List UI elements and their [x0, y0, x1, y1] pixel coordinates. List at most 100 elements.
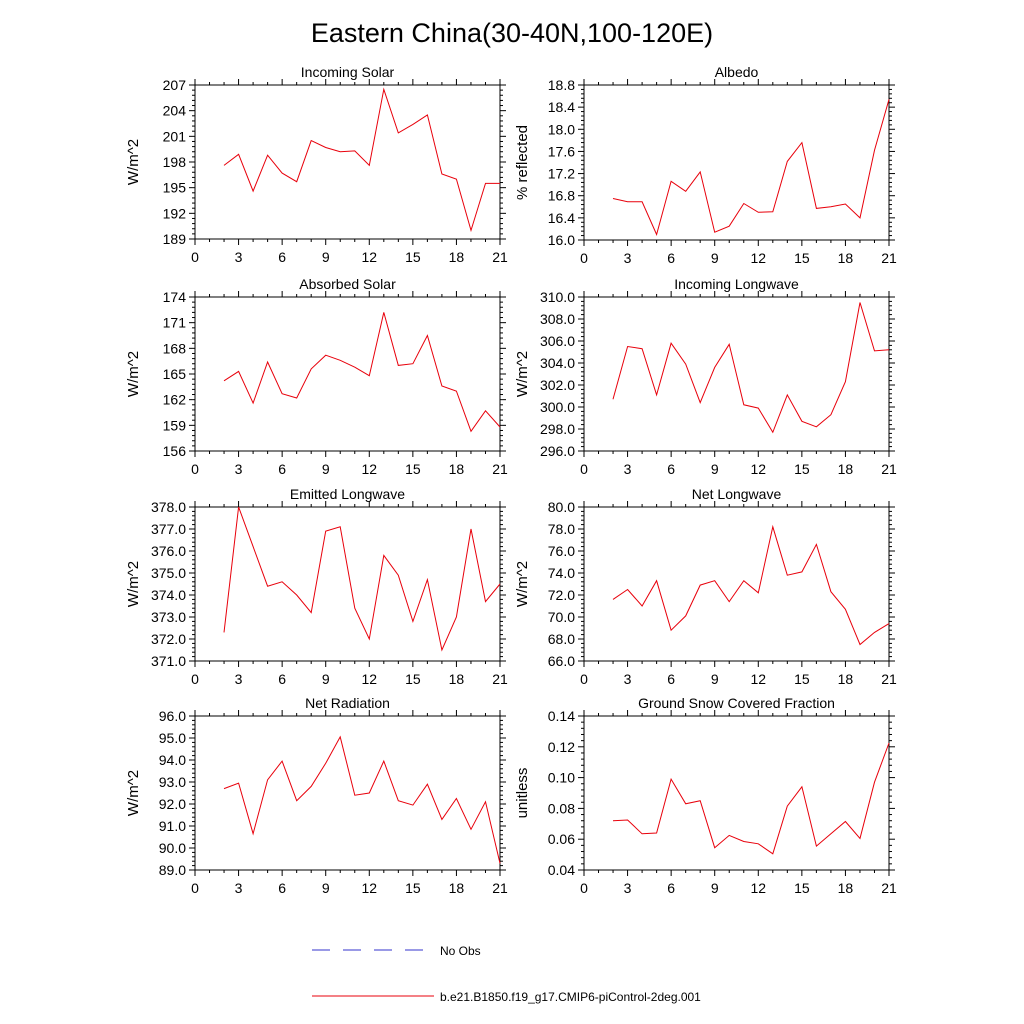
- x-tick-label: 0: [580, 671, 588, 687]
- panel-title: Albedo: [715, 64, 759, 80]
- y-tick-label: 0.12: [548, 739, 575, 755]
- y-tick-label: 95.0: [159, 730, 186, 746]
- y-tick-label: 198: [163, 154, 187, 170]
- series-line: [223, 506, 501, 652]
- x-tick-label: 12: [750, 461, 766, 477]
- y-tick-label: 174: [163, 289, 187, 305]
- y-tick-label: 0.04: [548, 862, 575, 878]
- y-tick-label: 201: [163, 128, 187, 144]
- y-tick-label: 92.0: [159, 796, 186, 812]
- y-tick-label: 96.0: [159, 708, 186, 724]
- y-tick-label: 70.0: [548, 609, 575, 625]
- y-tick-label: 89.0: [159, 862, 186, 878]
- y-tick-label: 68.0: [548, 631, 575, 647]
- y-tick-label: 296.0: [540, 443, 575, 459]
- y-tick-label: 306.0: [540, 333, 575, 349]
- x-tick-label: 6: [667, 671, 675, 687]
- x-tick-label: 18: [838, 880, 854, 896]
- panel-2: Albedo % reflected 16.0 16.4 16.8 17.2 17.6 18.…: [514, 64, 897, 266]
- x-tick-label: 12: [750, 671, 766, 687]
- legend: No Obs b.e21.B1850.f19_g17.CMIP6-piContro…: [312, 944, 701, 1004]
- x-tick-label: 3: [624, 461, 632, 477]
- y-tick-label: 78.0: [548, 521, 575, 537]
- x-tick-label: 9: [711, 461, 719, 477]
- x-tick-label: 15: [405, 249, 421, 265]
- y-tick-label: 192: [163, 205, 187, 221]
- x-tick-label: 12: [361, 249, 377, 265]
- y-tick-label: 80.0: [548, 499, 575, 515]
- y-tick-label: 17.6: [548, 143, 575, 159]
- plot-frame: [194, 84, 501, 240]
- y-tick-label: 18.0: [548, 121, 575, 137]
- y-axis-label: unitless: [514, 768, 531, 819]
- series-line: [223, 87, 500, 233]
- x-tick-label: 12: [750, 250, 766, 266]
- y-tick-label: 93.0: [159, 774, 186, 790]
- series-line: [612, 524, 890, 646]
- y-tick-label: 304.0: [540, 355, 575, 371]
- x-tick-label: 9: [322, 880, 330, 896]
- y-tick-label: 0.06: [548, 831, 575, 847]
- y-tick-label: 298.0: [540, 421, 575, 437]
- y-tick-label: 72.0: [548, 587, 575, 603]
- y-tick-label: 17.2: [548, 166, 575, 182]
- panel-title: Emitted Longwave: [290, 486, 405, 502]
- panels: Incoming SolarW/m^2189192195198201204207…: [125, 64, 897, 896]
- y-axis-label: W/m^2: [514, 351, 531, 397]
- x-tick-label: 9: [711, 671, 719, 687]
- series-line: [223, 735, 501, 864]
- x-tick-label: 18: [838, 461, 854, 477]
- y-tick-label: 16.0: [548, 232, 575, 248]
- x-tick-label: 12: [361, 880, 377, 896]
- x-tick-label: 9: [322, 671, 330, 687]
- y-tick-label: 18.4: [548, 99, 575, 115]
- y-tick-label: 156: [163, 443, 187, 459]
- y-tick-label: 377.0: [151, 521, 186, 537]
- x-tick-label: 15: [405, 461, 421, 477]
- y-tick-label: 66.0: [548, 653, 575, 669]
- x-tick-label: 6: [278, 461, 286, 477]
- x-tick-label: 0: [580, 250, 588, 266]
- x-tick-label: 15: [794, 461, 810, 477]
- plot-frame: [194, 715, 501, 871]
- y-axis-label: W/m^2: [125, 351, 142, 397]
- x-tick-label: 21: [492, 880, 508, 896]
- y-tick-label: 91.0: [159, 818, 186, 834]
- x-tick-label: 0: [191, 461, 199, 477]
- x-tick-label: 15: [405, 880, 421, 896]
- x-tick-label: 21: [492, 249, 508, 265]
- panel-3: Absorbed SolarW/m^2156159162165168171174…: [125, 276, 508, 477]
- plot-frame: [583, 296, 890, 452]
- x-tick-label: 9: [322, 461, 330, 477]
- y-tick-label: 300.0: [540, 399, 575, 415]
- x-tick-label: 15: [794, 250, 810, 266]
- x-tick-label: 0: [191, 880, 199, 896]
- y-tick-label: 76.0: [548, 543, 575, 559]
- y-tick-label: 165: [163, 366, 187, 382]
- panel-title: Absorbed Solar: [299, 276, 396, 292]
- y-tick-label: 310.0: [540, 289, 575, 305]
- x-tick-label: 6: [278, 671, 286, 687]
- y-axis-label: W/m^2: [125, 770, 142, 816]
- x-tick-label: 3: [624, 671, 632, 687]
- y-axis-label: W/m^2: [125, 139, 142, 185]
- y-tick-label: 376.0: [151, 543, 186, 559]
- y-tick-label: 74.0: [548, 565, 575, 581]
- y-tick-label: 371.0: [151, 653, 186, 669]
- y-tick-label: 16.4: [548, 210, 575, 226]
- y-tick-label: 207: [163, 77, 187, 93]
- x-tick-label: 3: [235, 461, 243, 477]
- legend-label: b.e21.B1850.f19_g17.CMIP6-piControl-2deg…: [440, 990, 701, 1004]
- panel-5: Emitted Longwave W/m^2 371.0 372.0 373.0 374.…: [125, 486, 508, 687]
- y-tick-label: 94.0: [159, 752, 186, 768]
- x-tick-label: 0: [191, 671, 199, 687]
- x-tick-label: 6: [278, 880, 286, 896]
- y-tick-label: 159: [163, 417, 187, 433]
- x-tick-label: 15: [794, 880, 810, 896]
- panel-1: Incoming SolarW/m^2189192195198201204207…: [125, 64, 508, 265]
- y-tick-label: 372.0: [151, 631, 186, 647]
- x-tick-label: 9: [711, 880, 719, 896]
- panel-title: Incoming Solar: [301, 64, 395, 80]
- y-axis-label: % reflected: [514, 125, 531, 200]
- series-line: [612, 99, 890, 236]
